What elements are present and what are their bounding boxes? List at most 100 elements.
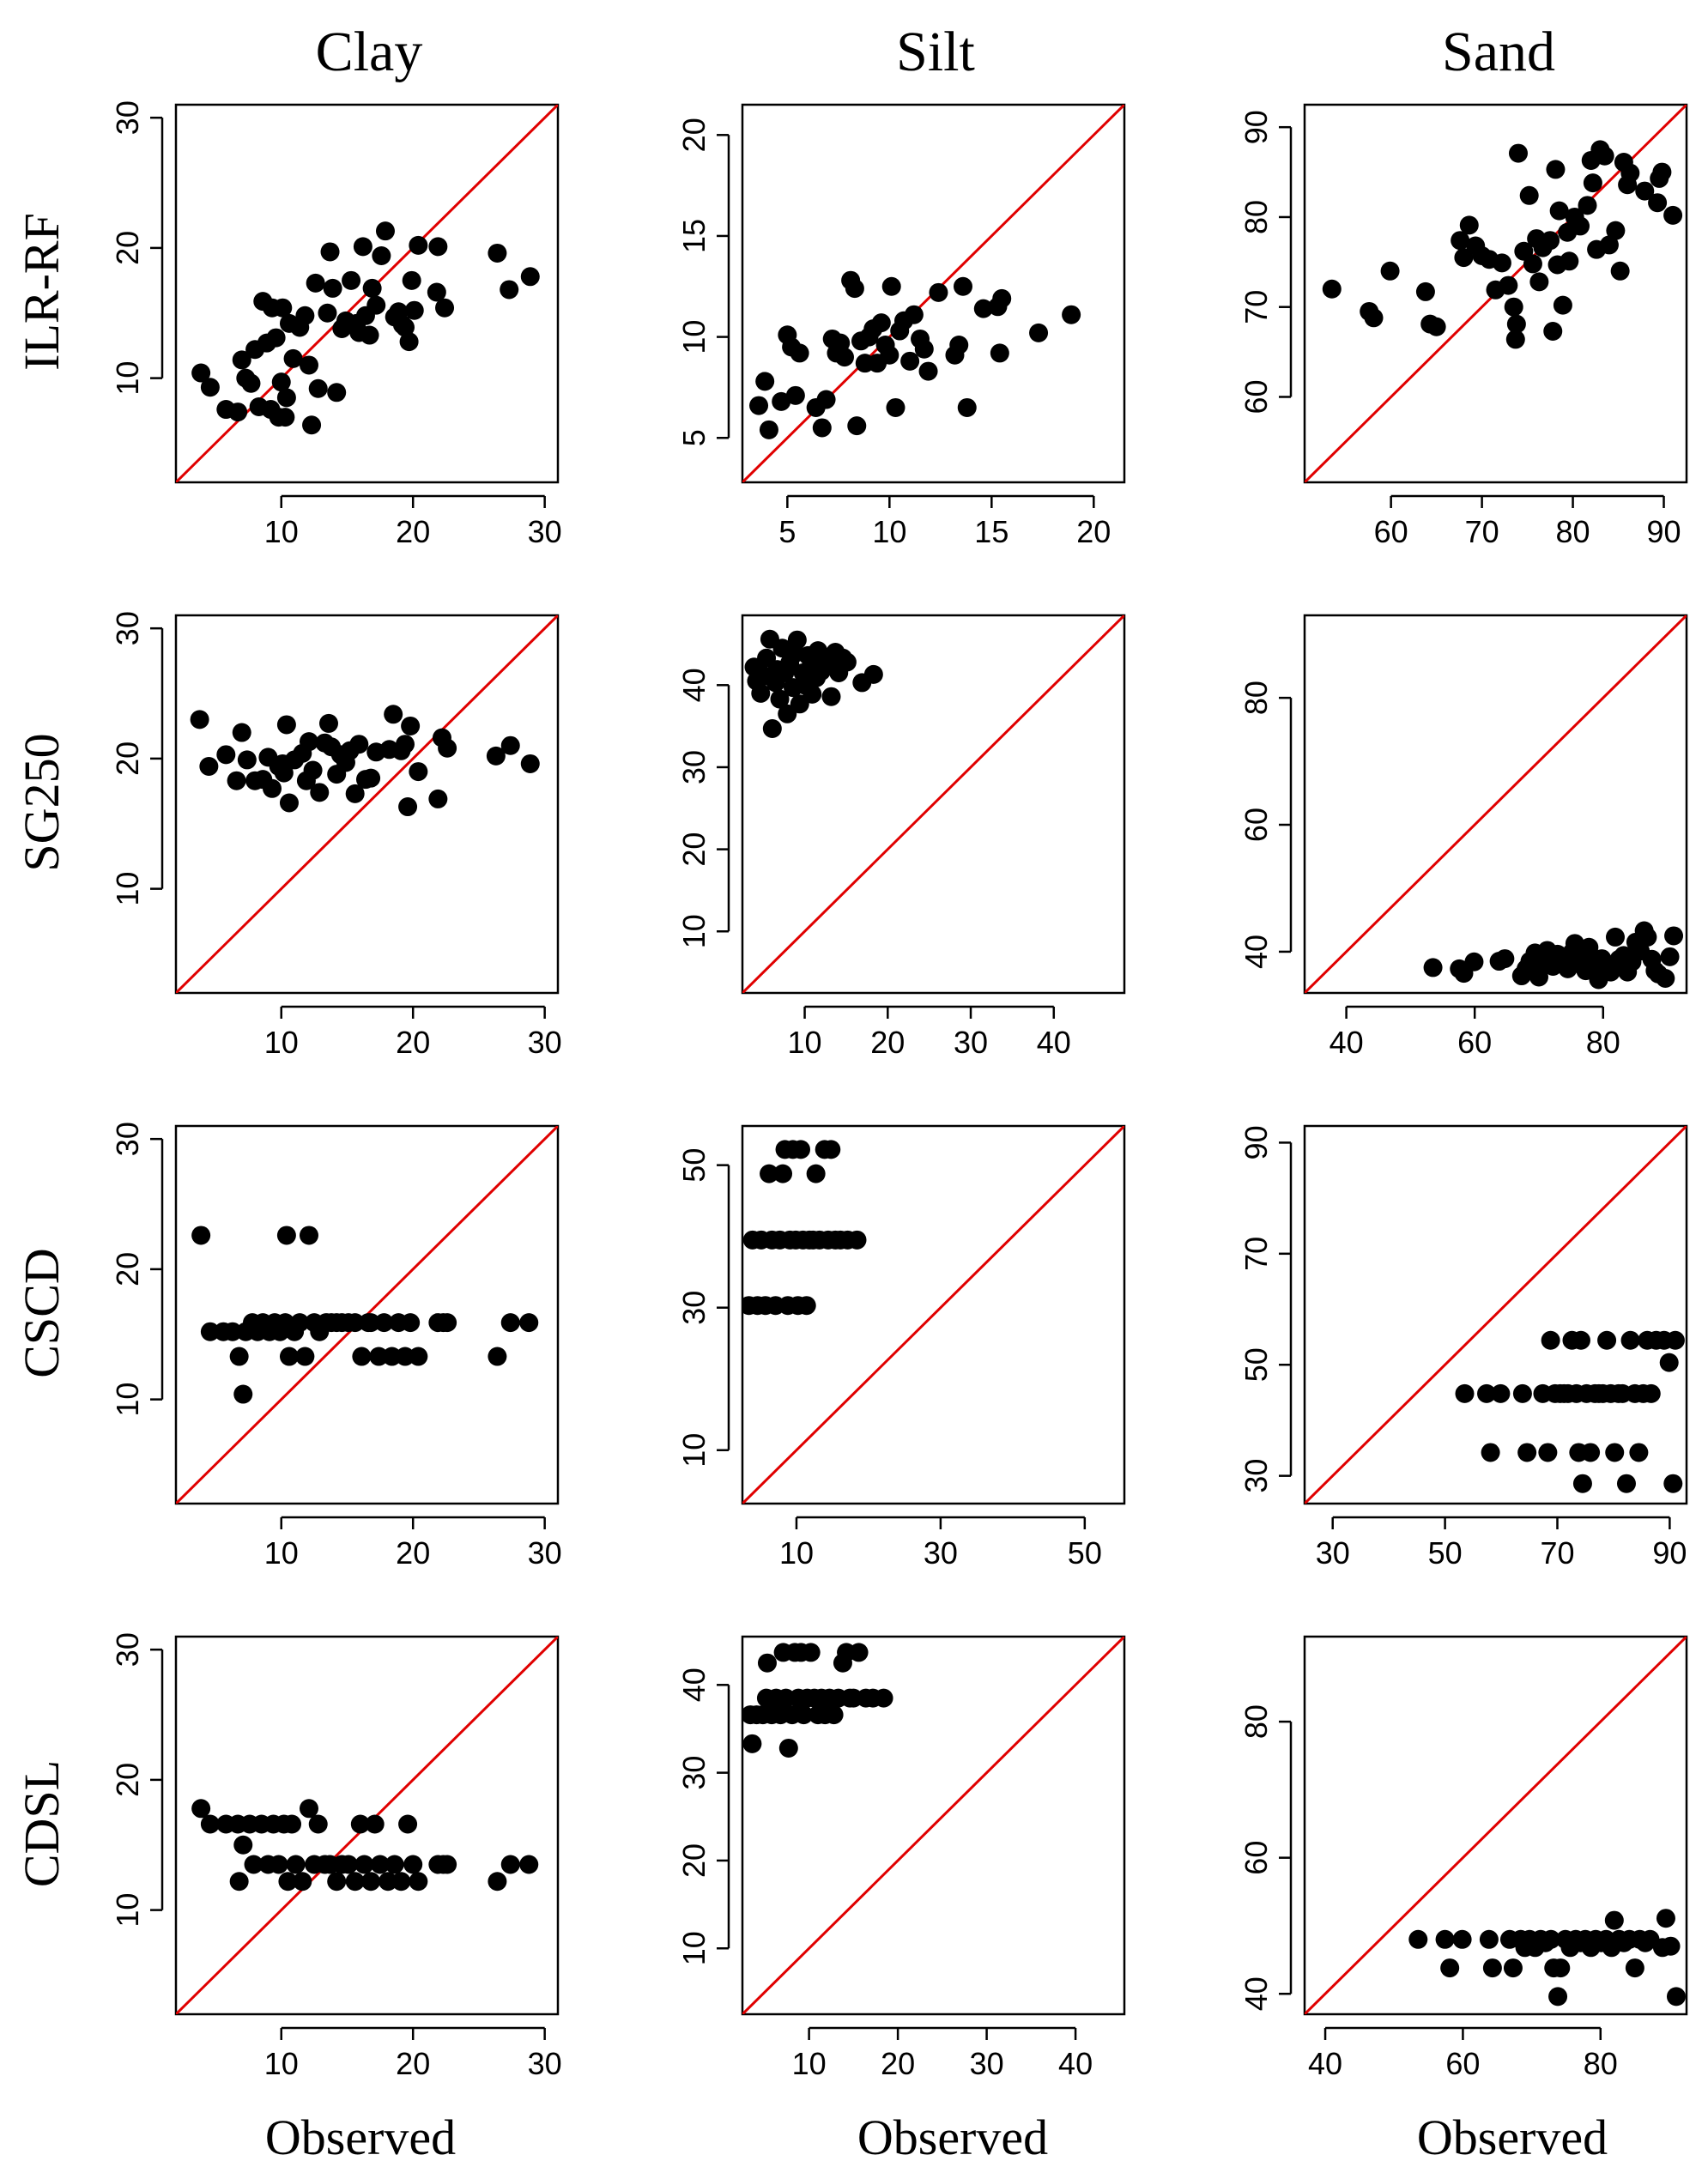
- x-tick-label: 30: [970, 2046, 1004, 2081]
- y-tick-label: 40: [1239, 935, 1274, 969]
- panel-ilr-rf-sand: 60 70 80 90 60 70 80 90: [1239, 103, 1688, 549]
- data-point: [760, 1164, 779, 1183]
- plot-frame: [174, 1124, 560, 1505]
- y-tick-label: 10: [676, 1931, 712, 1965]
- data-point: [339, 1855, 359, 1874]
- data-point: [1620, 1330, 1640, 1350]
- data-point: [303, 760, 323, 780]
- data-point: [438, 738, 457, 758]
- data-point: [1635, 181, 1655, 201]
- data-point: [1572, 1474, 1592, 1493]
- data-point: [232, 723, 251, 742]
- identity-line: [742, 1126, 1124, 1504]
- x-tick-label: 10: [872, 514, 906, 549]
- data-point: [486, 746, 506, 766]
- data-point: [299, 1226, 318, 1245]
- data-point: [1503, 1958, 1523, 1978]
- x-tick-label: 40: [1308, 2046, 1342, 2081]
- data-point: [1505, 330, 1525, 349]
- data-point: [428, 237, 448, 257]
- y-tick-label: 30: [110, 1122, 145, 1156]
- x-tick-label: 40: [1037, 1025, 1071, 1060]
- identity-line: [742, 1637, 1124, 2014]
- data-point: [751, 683, 771, 703]
- data-point: [773, 1164, 793, 1183]
- data-point: [1541, 1929, 1561, 1949]
- data-point: [488, 1872, 507, 1891]
- y-tick-label: 10: [110, 1893, 145, 1928]
- y-tick-label: 15: [676, 219, 712, 253]
- data-point: [1656, 1909, 1675, 1928]
- panel-grid: 10 20 30 10 20 30 5 10 15 20 5 10 15 20 60 70 80 90 60 70 80…: [110, 100, 1688, 2081]
- point-group: [1408, 1909, 1686, 2006]
- identity-line: [742, 615, 1124, 993]
- x-tick-label: 50: [1428, 1535, 1463, 1571]
- data-point: [1541, 231, 1560, 251]
- x-tick-label: 20: [881, 2046, 915, 2081]
- data-point: [299, 732, 318, 752]
- data-point: [349, 735, 369, 754]
- data-point: [1553, 295, 1572, 315]
- data-point: [345, 1872, 365, 1891]
- plot-frame: [741, 1124, 1126, 1505]
- y-tick-label: 30: [676, 1291, 712, 1325]
- data-point: [299, 355, 318, 375]
- x-tick-label: 30: [528, 2046, 562, 2081]
- panel-sg250-clay: 10 20 30 10 20 30: [110, 611, 562, 1060]
- data-point: [1652, 162, 1672, 182]
- y-tick-label: 10: [676, 320, 712, 354]
- data-point: [1560, 251, 1579, 271]
- panel-cdsl-silt: 10 20 30 40 10 20 30 40: [676, 1635, 1126, 2081]
- data-point: [759, 420, 778, 439]
- point-group: [749, 270, 1081, 439]
- x-tick-label: 40: [1329, 1025, 1364, 1060]
- data-point: [362, 278, 382, 298]
- data-point: [519, 1313, 539, 1333]
- data-point: [1538, 1443, 1558, 1462]
- data-point: [837, 652, 857, 672]
- data-point: [279, 1347, 299, 1366]
- data-point: [787, 630, 807, 650]
- data-point: [1435, 1929, 1455, 1949]
- data-point: [1440, 1958, 1460, 1978]
- data-point: [428, 789, 448, 808]
- point-group: [1455, 1330, 1685, 1493]
- y-tick-label: 20: [676, 118, 712, 152]
- panel-cscd-clay: 10 20 30 10 20 30: [110, 1122, 562, 1571]
- y-tick-label: 30: [110, 611, 145, 645]
- data-point: [1415, 281, 1435, 301]
- x-tick-label: 90: [1652, 1535, 1687, 1571]
- y-tick-label: 10: [676, 914, 712, 948]
- data-point: [1517, 1443, 1537, 1462]
- data-point: [244, 1855, 263, 1874]
- data-point: [954, 276, 973, 296]
- data-point: [1648, 193, 1668, 213]
- x-tick-label: 5: [778, 514, 796, 549]
- data-point: [370, 1855, 390, 1874]
- data-point: [200, 1322, 220, 1341]
- y-tick-label: 30: [110, 100, 145, 135]
- x-tick-label: 50: [1068, 1535, 1102, 1571]
- point-group: [191, 221, 540, 435]
- data-point: [409, 235, 428, 255]
- data-point: [396, 318, 415, 337]
- data-point: [1641, 1383, 1661, 1403]
- data-point: [1029, 323, 1049, 342]
- row-label-sg250: SG250: [14, 733, 70, 871]
- data-point: [299, 1799, 318, 1819]
- x-tick-label: 30: [528, 514, 562, 549]
- data-point: [757, 1653, 777, 1673]
- data-point: [375, 221, 395, 241]
- data-point: [276, 388, 296, 408]
- point-group: [1322, 140, 1683, 349]
- data-point: [880, 345, 899, 365]
- y-tick-label: 60: [1239, 808, 1274, 842]
- data-point: [863, 664, 883, 684]
- data-point: [438, 1855, 457, 1874]
- data-point: [1665, 1330, 1685, 1350]
- data-point: [345, 1313, 365, 1333]
- data-point: [310, 783, 330, 802]
- data-point: [327, 383, 347, 403]
- data-point: [488, 1347, 507, 1366]
